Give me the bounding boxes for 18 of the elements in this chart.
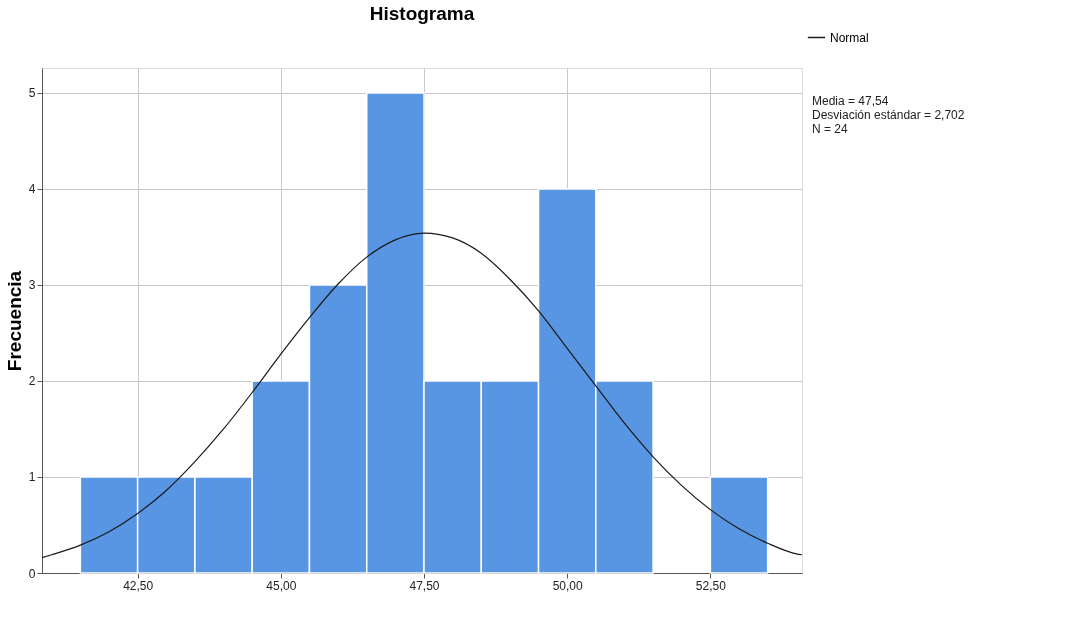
x-tick-label: 45,00: [266, 578, 297, 593]
y-tick-label: 1: [28, 470, 36, 485]
text: Media = 47,54: [812, 94, 889, 108]
y-tick-label: 4: [28, 182, 36, 197]
x-tick-label: 42,50: [123, 578, 154, 593]
y-tick-label: 0: [28, 566, 36, 581]
y-tick-label: 3: [28, 278, 36, 293]
legend-label: Normal: [830, 30, 869, 45]
line-series: [42, 232, 802, 559]
chart-title: Histograma: [369, 3, 475, 24]
y-axis-title: Frecuencia: [3, 270, 25, 372]
y-tick-label: 2: [28, 374, 36, 389]
text: Desviación estándar = 2,702: [812, 108, 965, 122]
x-tick-label: 50,00: [552, 578, 584, 593]
y-tick-label: 5: [28, 86, 36, 101]
x-tick-label: 47,50: [409, 578, 440, 593]
text: N = 24: [812, 122, 849, 136]
x-tick-label: 52,50: [695, 578, 727, 593]
